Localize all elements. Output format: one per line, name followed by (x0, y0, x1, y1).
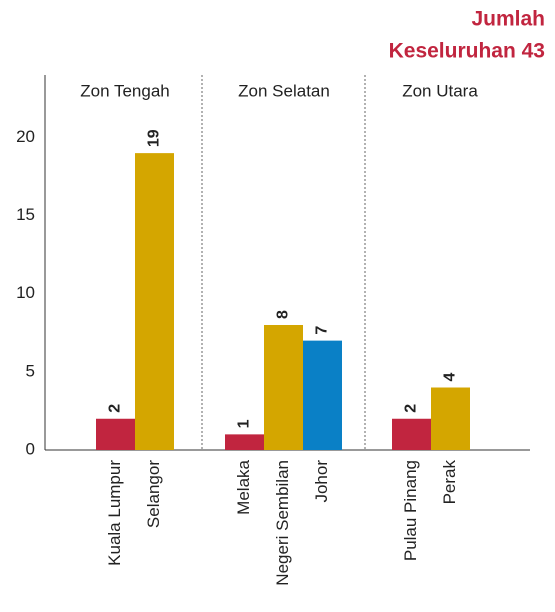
zone-label: Zon Tengah (80, 81, 169, 100)
x-tick-label: Pulau Pinang (401, 460, 420, 561)
y-tick-label: 15 (16, 205, 35, 224)
x-tick-label: Perak (440, 460, 459, 505)
x-tick-label: Negeri Sembilan (273, 460, 292, 586)
x-tick-label: Kuala Lumpur (105, 460, 124, 566)
y-tick-label: 5 (26, 361, 35, 380)
value-label: 8 (275, 310, 292, 319)
value-label: 7 (314, 326, 331, 335)
value-label: 1 (236, 419, 253, 428)
bar (264, 325, 303, 450)
zone-label: Zon Utara (402, 81, 478, 100)
chart-title: Jumlah (471, 8, 545, 31)
y-tick-label: 20 (16, 127, 35, 146)
x-tick-label: Johor (312, 460, 331, 503)
y-tick-label: 0 (26, 439, 35, 458)
zone-label: Zon Selatan (238, 81, 330, 100)
value-label: 4 (442, 373, 459, 382)
x-tick-label: Melaka (234, 459, 253, 514)
x-tick-label: Selangor (144, 460, 163, 528)
bar (431, 387, 470, 450)
bar (225, 434, 264, 450)
y-tick-label: 10 (16, 283, 35, 302)
bar (392, 418, 431, 450)
bar (135, 153, 174, 450)
value-label: 2 (403, 404, 420, 413)
chart-title: Keseluruhan 43 (389, 40, 545, 63)
value-label: 2 (107, 404, 124, 413)
bar (303, 340, 342, 450)
bar (96, 418, 135, 450)
value-label: 19 (146, 129, 163, 147)
